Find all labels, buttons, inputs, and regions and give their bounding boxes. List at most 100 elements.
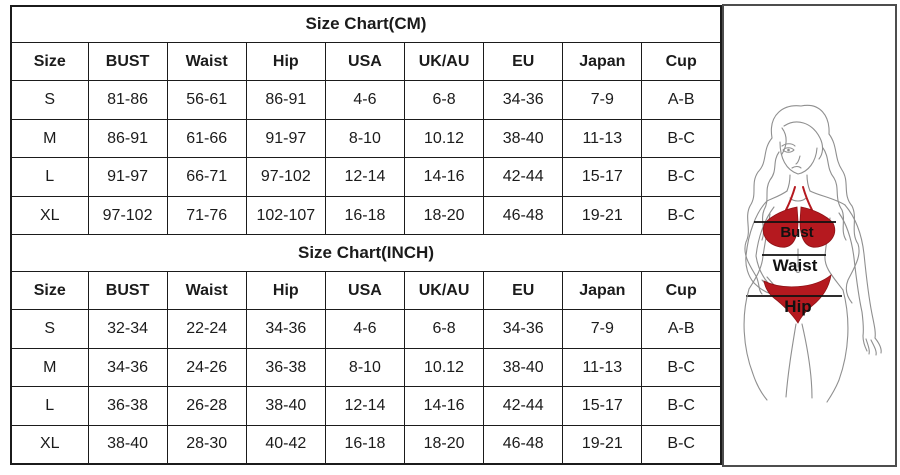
waist-measurement: Waist bbox=[762, 254, 826, 275]
measurement-cell: 86-91 bbox=[87, 118, 168, 159]
measurement-cell: 38-40 bbox=[483, 118, 564, 159]
hip-label: Hip bbox=[784, 297, 811, 316]
measurement-cell: 11-13 bbox=[562, 118, 643, 159]
measurement-cell: 97-102 bbox=[245, 157, 326, 197]
measurement-cell: 16-18 bbox=[324, 195, 406, 236]
column-header: UK/AU bbox=[403, 41, 485, 82]
measurement-cell: B-C bbox=[641, 347, 722, 388]
measurement-cell: 18-20 bbox=[403, 195, 485, 236]
measurement-cell: 8-10 bbox=[324, 347, 406, 388]
size-row-xl-cm: XL 97-102 71-76 102-107 16-18 18-20 46-48 19-21… bbox=[10, 195, 722, 236]
column-header: Hip bbox=[245, 41, 326, 82]
measurement-cell: 42-44 bbox=[483, 157, 564, 197]
measurement-cell: 91-97 bbox=[87, 157, 168, 197]
measurement-cell: 15-17 bbox=[562, 386, 643, 426]
measurement-cell: A-B bbox=[641, 80, 722, 120]
column-header: USA bbox=[324, 41, 406, 82]
measurement-cell: 7-9 bbox=[562, 80, 643, 120]
measurement-cell: 81-86 bbox=[87, 80, 168, 120]
measurement-cell: 19-21 bbox=[562, 424, 643, 465]
column-header-row-cm: Size BUST Waist Hip USA UK/AU EU Japan Cup bbox=[10, 41, 722, 82]
size-row-xl-inch: XL 38-40 28-30 40-42 16-18 18-20 46-48 19-21 B-C bbox=[10, 424, 722, 465]
measurement-cell: 97-102 bbox=[87, 195, 168, 236]
measurement-cell: 22-24 bbox=[166, 309, 247, 349]
column-header: Cup bbox=[641, 270, 722, 311]
column-header: Waist bbox=[166, 41, 247, 82]
size-row-m-inch: M 34-36 24-26 36-38 8-10 10.12 38-40 11-13 B-C bbox=[10, 347, 722, 388]
measurement-cell: 28-30 bbox=[166, 424, 247, 465]
size-label-cell: M bbox=[10, 347, 89, 388]
measurement-cell: 66-71 bbox=[166, 157, 247, 197]
measurement-cell: 38-40 bbox=[245, 386, 326, 426]
hip-measurement: Hip bbox=[746, 295, 842, 316]
column-header: Waist bbox=[166, 270, 247, 311]
column-header: EU bbox=[483, 270, 564, 311]
size-chart-tables: Size Chart(CM) Size BUST Waist Hip USA UK/AU EU… bbox=[10, 5, 722, 465]
measurement-cell: 42-44 bbox=[483, 386, 564, 426]
measurement-cell: 40-42 bbox=[245, 424, 326, 465]
measurement-cell: 14-16 bbox=[403, 386, 485, 426]
column-header: Japan bbox=[562, 270, 643, 311]
size-chart-table: Size Chart(CM) Size BUST Waist Hip USA UK/AU EU… bbox=[10, 5, 722, 465]
size-row-s-inch: S 32-34 22-24 34-36 4-6 6-8 34-36 7-9 A-B bbox=[10, 309, 722, 349]
column-header: Size bbox=[10, 270, 89, 311]
column-header: Size bbox=[10, 41, 89, 82]
column-header-row-inch: Size BUST Waist Hip USA UK/AU EU Japan Cup bbox=[10, 270, 722, 311]
measurement-cell: B-C bbox=[641, 386, 722, 426]
measurement-cell: 24-26 bbox=[166, 347, 247, 388]
measurement-cell: 91-97 bbox=[245, 118, 326, 159]
measurement-cell: 19-21 bbox=[562, 195, 643, 236]
measurement-cell: 102-107 bbox=[245, 195, 326, 236]
size-label-cell: S bbox=[10, 309, 89, 349]
size-label-cell: XL bbox=[10, 195, 89, 236]
legs-sketch bbox=[743, 288, 849, 403]
measurement-cell: 46-48 bbox=[483, 195, 564, 236]
neck-shoulders-sketch bbox=[766, 174, 846, 206]
column-header: EU bbox=[483, 41, 564, 82]
measurement-cell: 56-61 bbox=[166, 80, 247, 120]
measurement-cell: 71-76 bbox=[166, 195, 247, 236]
chart-title-cm: Size Chart(CM) bbox=[10, 5, 722, 43]
measurement-cell: 34-36 bbox=[483, 80, 564, 120]
woman-figure-illustration: Bust Waist Hip bbox=[743, 104, 882, 403]
size-row-l-cm: L 91-97 66-71 97-102 12-14 14-16 42-44 15-17 B-C bbox=[10, 157, 722, 197]
size-row-s-cm: S 81-86 56-61 86-91 4-6 6-8 34-36 7-9 A-B bbox=[10, 80, 722, 120]
column-header: UK/AU bbox=[403, 270, 485, 311]
size-label-cell: M bbox=[10, 118, 89, 159]
measurement-cell: 11-13 bbox=[562, 347, 643, 388]
size-label-cell: S bbox=[10, 80, 89, 120]
measurement-cell: 14-16 bbox=[403, 157, 485, 197]
measurement-cell: 18-20 bbox=[403, 424, 485, 465]
measurement-cell: B-C bbox=[641, 195, 722, 236]
column-header: Japan bbox=[562, 41, 643, 82]
bust-label: Bust bbox=[780, 224, 813, 241]
measurement-cell: 86-91 bbox=[245, 80, 326, 120]
measurement-cell: 36-38 bbox=[87, 386, 168, 426]
measurement-cell: 34-36 bbox=[245, 309, 326, 349]
measurement-cell: 7-9 bbox=[562, 309, 643, 349]
measurement-cell: 10.12 bbox=[403, 347, 485, 388]
column-header: BUST bbox=[87, 41, 168, 82]
measurement-cell: 12-14 bbox=[324, 386, 406, 426]
measurement-cell: 32-34 bbox=[87, 309, 168, 349]
size-row-m-cm: M 86-91 61-66 91-97 8-10 10.12 38-40 11-13 B-C bbox=[10, 118, 722, 159]
measurement-cell: 12-14 bbox=[324, 157, 406, 197]
chart-title-row-inch: Size Chart(INCH) bbox=[10, 234, 722, 272]
measurement-cell: 61-66 bbox=[166, 118, 247, 159]
column-header: Hip bbox=[245, 270, 326, 311]
measurement-cell: 34-36 bbox=[483, 309, 564, 349]
measurement-cell: 46-48 bbox=[483, 424, 564, 465]
measurement-figure-panel: Bust Waist Hip bbox=[722, 4, 897, 467]
hair-sketch bbox=[744, 104, 860, 304]
size-label-cell: L bbox=[10, 386, 89, 426]
measurement-cell: 10.12 bbox=[403, 118, 485, 159]
chart-title-row-cm: Size Chart(CM) bbox=[10, 5, 722, 43]
measurement-cell: 38-40 bbox=[483, 347, 564, 388]
measurement-cell: B-C bbox=[641, 424, 722, 465]
right-arm-sketch bbox=[838, 204, 882, 356]
waist-label: Waist bbox=[773, 256, 818, 275]
measurement-cell: B-C bbox=[641, 118, 722, 159]
chart-title-inch: Size Chart(INCH) bbox=[10, 234, 722, 272]
face-sketch bbox=[779, 141, 818, 175]
